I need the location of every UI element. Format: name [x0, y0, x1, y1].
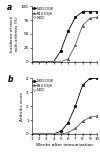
Legend: NOD.DQ8, B10.DQ8, NOD: NOD.DQ8, B10.DQ8, NOD: [32, 6, 54, 20]
NOD.DQ8: [68, 30, 69, 32]
NOD.DQ8: [46, 61, 47, 63]
NOD.DQ8: [60, 50, 62, 52]
NOD: [46, 133, 47, 135]
NOD: [82, 61, 83, 63]
B10.DQ8: [89, 17, 90, 19]
B10.DQ8: [60, 133, 62, 135]
B10.DQ8: [68, 132, 69, 134]
NOD.DQ8: [31, 61, 33, 63]
NOD: [31, 133, 33, 135]
NOD.DQ8: [82, 84, 83, 86]
Line: NOD.DQ8: NOD.DQ8: [31, 11, 98, 63]
B10.DQ8: [46, 133, 47, 135]
B10.DQ8: [82, 25, 83, 26]
NOD.DQ8: [75, 105, 76, 107]
Line: B10.DQ8: B10.DQ8: [31, 115, 98, 135]
Line: NOD: NOD: [31, 133, 98, 135]
B10.DQ8: [39, 61, 40, 63]
B10.DQ8: [89, 116, 90, 118]
B10.DQ8: [53, 133, 54, 135]
NOD: [89, 133, 90, 135]
NOD.DQ8: [89, 77, 90, 79]
NOD.DQ8: [68, 122, 69, 124]
X-axis label: Weeks after immunization: Weeks after immunization: [36, 143, 93, 147]
NOD: [75, 61, 76, 63]
NOD.DQ8: [31, 133, 33, 135]
B10.DQ8: [31, 133, 33, 135]
NOD.DQ8: [39, 61, 40, 63]
Y-axis label: Arthritis score: Arthritis score: [20, 92, 24, 121]
Text: a: a: [7, 3, 12, 12]
B10.DQ8: [75, 128, 76, 129]
B10.DQ8: [53, 61, 54, 63]
B10.DQ8: [39, 133, 40, 135]
B10.DQ8: [60, 61, 62, 63]
NOD: [31, 61, 33, 63]
NOD.DQ8: [96, 11, 98, 13]
B10.DQ8: [31, 61, 33, 63]
NOD: [60, 61, 62, 63]
NOD: [68, 61, 69, 63]
Line: NOD: NOD: [31, 61, 98, 63]
NOD: [96, 133, 98, 135]
Line: NOD.DQ8: NOD.DQ8: [31, 77, 98, 135]
NOD: [75, 133, 76, 135]
NOD: [89, 61, 90, 63]
NOD.DQ8: [96, 77, 98, 79]
NOD: [68, 133, 69, 135]
NOD.DQ8: [82, 11, 83, 13]
Y-axis label: Incidence of mice
with arthritis (%): Incidence of mice with arthritis (%): [10, 16, 19, 52]
B10.DQ8: [75, 44, 76, 46]
NOD.DQ8: [46, 133, 47, 135]
NOD: [53, 61, 54, 63]
Legend: NOD.DQ8, B10.DQ8, NOD: NOD.DQ8, B10.DQ8, NOD: [32, 79, 54, 92]
NOD.DQ8: [53, 133, 54, 135]
NOD: [53, 133, 54, 135]
B10.DQ8: [68, 58, 69, 60]
NOD: [39, 61, 40, 63]
B10.DQ8: [96, 16, 98, 18]
NOD.DQ8: [53, 61, 54, 63]
NOD.DQ8: [39, 133, 40, 135]
NOD.DQ8: [75, 16, 76, 18]
Line: B10.DQ8: B10.DQ8: [31, 16, 98, 63]
NOD: [96, 61, 98, 63]
NOD.DQ8: [89, 11, 90, 13]
NOD: [46, 61, 47, 63]
NOD: [82, 133, 83, 135]
B10.DQ8: [46, 61, 47, 63]
B10.DQ8: [82, 121, 83, 122]
NOD: [60, 133, 62, 135]
NOD: [39, 133, 40, 135]
B10.DQ8: [96, 115, 98, 117]
NOD.DQ8: [60, 130, 62, 132]
Text: b: b: [7, 75, 13, 84]
